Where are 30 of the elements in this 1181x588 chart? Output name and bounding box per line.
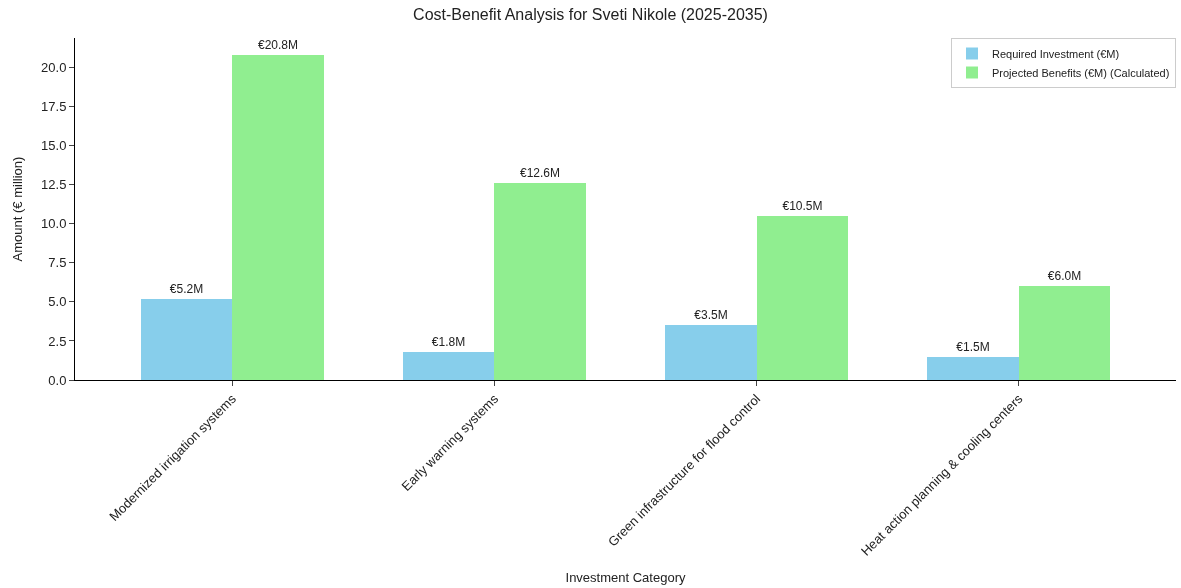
bar [665, 325, 757, 380]
data-label: €1.8M [431, 335, 466, 349]
y-tick-label: 17.5 [41, 99, 67, 115]
legend-label: Projected Benefits (€M) (Calculated) [992, 66, 1170, 79]
data-label: €5.2M [169, 282, 204, 296]
y-tick-label: 15.0 [41, 138, 67, 154]
y-tick-label: 7.5 [48, 255, 67, 271]
y-tick-label: 5.0 [48, 294, 67, 310]
y-tick-label: 2.5 [48, 333, 67, 349]
bar [1019, 286, 1110, 380]
y-tick-label: 12.5 [41, 177, 67, 193]
bar [403, 352, 494, 380]
data-label: €3.5M [694, 308, 728, 322]
bar [232, 55, 324, 380]
y-tick-label: 20.0 [41, 60, 67, 76]
bar [141, 299, 232, 380]
y-tick-label: 10.0 [41, 216, 67, 232]
y-tick-label: 0.0 [48, 372, 67, 388]
chart-title: Cost-Benefit Analysis for Sveti Nikole (2025-2035) [413, 6, 768, 24]
data-label: €6.0M [1047, 269, 1082, 283]
y-axis-title: Amount (€ million) [10, 156, 26, 262]
data-label: €1.5M [956, 340, 990, 354]
legend-label: Required Investment (€M) [992, 47, 1120, 60]
bar [494, 183, 586, 380]
x-axis-title: Investment Category [565, 570, 686, 586]
data-label: €20.8M [257, 38, 299, 52]
data-label: €12.6M [519, 166, 561, 180]
data-label: €10.5M [782, 199, 823, 213]
bar [757, 216, 848, 380]
bar [927, 357, 1019, 380]
